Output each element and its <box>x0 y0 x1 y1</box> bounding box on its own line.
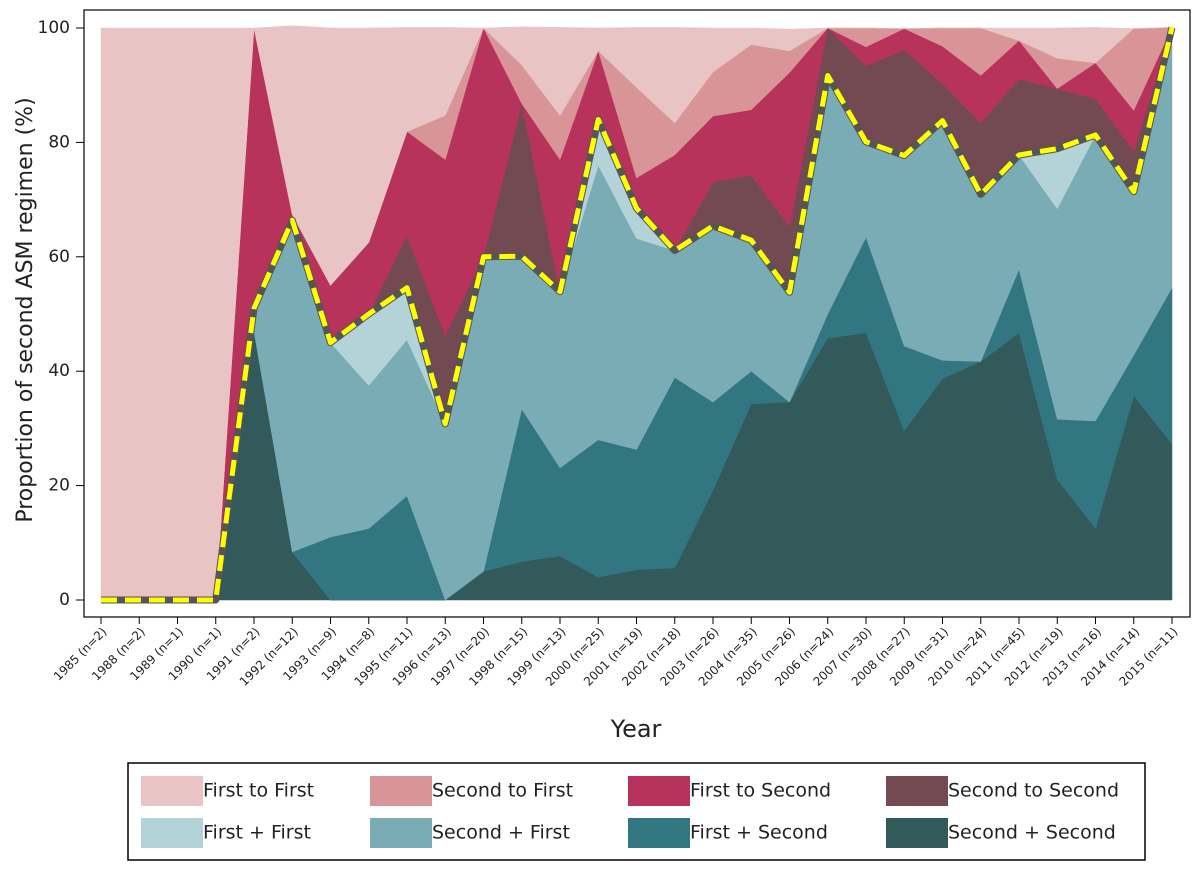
legend-swatch <box>628 818 690 848</box>
x-axis-title: Year <box>610 715 662 743</box>
area <box>100 25 1173 601</box>
legend-item: Second to First <box>370 776 573 806</box>
legend-box <box>127 762 1146 861</box>
legend-swatch <box>141 776 203 806</box>
legend-label: Second to Second <box>948 780 1119 802</box>
y-tick-label: 0 <box>59 590 70 610</box>
legend-swatch <box>886 818 948 848</box>
legend-label: First + First <box>203 822 311 844</box>
legend-label: Second + First <box>432 822 570 844</box>
legend-swatch <box>370 776 432 806</box>
legend-label: Second + Second <box>948 822 1116 844</box>
legend-item: First + Second <box>628 818 828 848</box>
legend-label: First + Second <box>690 822 828 844</box>
y-tick-label: 40 <box>48 361 70 381</box>
legend-item: Second to Second <box>886 776 1119 806</box>
legend-swatch <box>886 776 948 806</box>
legend-item: First to First <box>141 776 314 806</box>
y-tick-label: 80 <box>48 132 70 152</box>
legend-swatch <box>141 818 203 848</box>
legend-label: Second to First <box>432 780 573 802</box>
y-tick-label: 20 <box>48 476 70 496</box>
legend-item: Second + First <box>370 818 570 848</box>
legend-item: Second + Second <box>886 818 1116 848</box>
legend-item: First + First <box>141 818 311 848</box>
highlight-line <box>101 26 1175 603</box>
y-axis-title: Proportion of second ASM regimen (%) <box>13 97 38 522</box>
y-tick-label: 60 <box>48 247 70 267</box>
legend-swatch <box>628 776 690 806</box>
y-tick-label: 100 <box>38 18 70 38</box>
legend-item: First to Second <box>628 776 831 806</box>
legend-label: First to First <box>203 780 314 802</box>
legend-swatch <box>370 818 432 848</box>
legend-label: First to Second <box>690 780 831 802</box>
